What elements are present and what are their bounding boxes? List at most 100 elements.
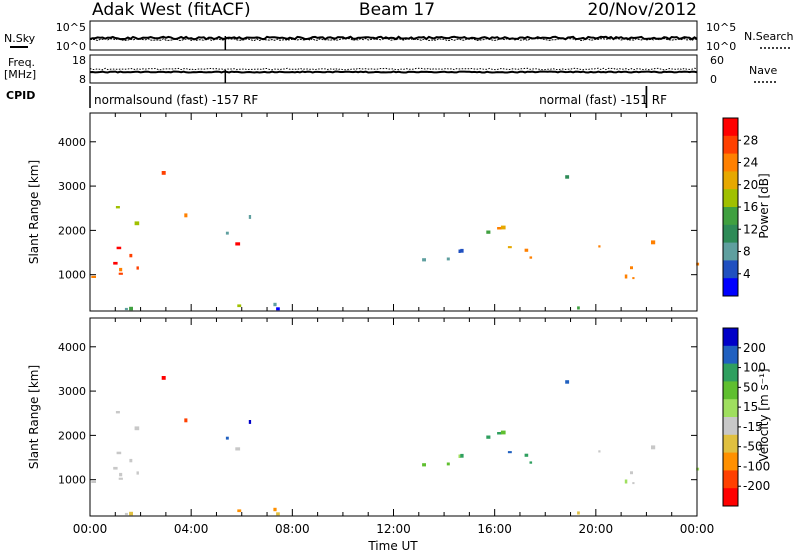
power-cell [630,266,633,270]
velocity-panel-background [90,318,697,516]
colorbar-swatch [723,153,738,172]
power-cell [235,242,241,246]
y-tick-label: 2000 [58,224,86,237]
velocity-cell [134,426,140,431]
power-cell [129,253,133,258]
power-cell [115,206,120,209]
colorbar-tick-label: 8 [743,245,751,259]
colorbar-tick-label: 4 [743,267,751,281]
cpid-segment-label: normalsound (fast) -157 RF [94,93,258,107]
power-cell [124,307,128,311]
colorbar-swatch [723,135,738,155]
colorbar-tick-label: -15 [743,420,763,434]
velocity-cell [184,418,188,423]
velocity-cell [113,466,118,470]
colorbar-swatch [723,381,738,400]
noise-right-tick-bottom: 10^0 [706,40,736,53]
velocity-colorbar: 200 100 50 15 -15 -50 -100 -200 [722,327,770,507]
velocity-cell [577,511,580,515]
power-cell [225,231,229,235]
velocity-cell [446,462,450,466]
velocity-cell [273,507,277,512]
power-panel-background [90,113,697,311]
freq-left-label-line1: Freq. [8,56,35,69]
velocity-cell [129,458,133,463]
colorbar-swatch [723,470,738,489]
velocity-cell [458,454,461,458]
noise-trace [89,35,698,50]
power-cell [624,274,628,279]
power-cell [119,267,123,272]
power-scatter [91,171,700,311]
power-cell [497,227,502,230]
power-cell [118,272,123,275]
colorbar-swatch [723,399,738,418]
velocity-cell [651,445,656,450]
colorbar-tick-label: 100 [743,361,766,375]
noise-right-tick-top: 10^5 [706,21,736,34]
power-cell [460,248,464,253]
velocity-cell [497,432,502,435]
colorbar-swatch [723,242,738,261]
noise-right-label: N.Search [744,30,794,43]
power-axes: 1000 2000 3000 4000 [58,113,698,311]
velocity-cell [598,450,601,453]
power-cell [458,249,461,253]
power-cell [565,175,570,179]
colorbar-tick-label: 20 [743,178,758,192]
power-colorbar: 28 24 20 16 12 8 4 [722,117,758,297]
cpid-segment-label: normal (fast) -151 RF [539,93,667,107]
power-cell [237,304,242,308]
power-cell [273,302,277,307]
date-title: 20/Nov/2012 [587,0,697,20]
colorbar-swatch [723,417,738,436]
x-tick-label: 00:00 [73,522,108,536]
velocity-cell [136,471,139,475]
velocity-cell [276,512,280,516]
power-cell [134,221,140,226]
velocity-cell [565,380,570,384]
power-cell [500,225,506,230]
colorbar-swatch [723,207,738,226]
velocity-colorbar-label: Velocity [m s⁻¹] [757,368,771,461]
y-tick-label: 1000 [58,269,86,282]
colorbar-swatch [723,278,738,297]
power-cell [577,306,580,310]
velocity-cell [119,472,123,477]
cpid-label: CPID [6,89,35,102]
power-colorbar-label: Power [dB] [757,173,771,238]
search-noise-line [89,37,698,42]
colorbar-swatch [723,260,738,279]
y-tick-label: 3000 [58,385,86,398]
power-cell [486,230,491,234]
power-cell [422,258,426,262]
velocity-axes: 1000 2000 3000 4000 00:00 04:00 08:00 12:00 16:0… [58,318,714,536]
power-cell [129,306,133,311]
velocity-ylabel: Slant Range [km] [27,365,41,469]
power-cell [446,257,450,261]
cpid-row: normalsound (fast) -157 RF normal (fast) … [89,86,667,108]
power-cell [161,171,166,175]
power-cell [529,256,533,259]
colorbar-tick-label: 200 [743,341,766,355]
y-tick-label: 3000 [58,180,86,193]
velocity-cell [237,509,242,513]
velocity-cell [116,451,122,455]
x-tick-label: 08:00 [275,522,310,536]
colorbar-swatch [723,345,738,365]
noise-left-label: N.Sky [4,32,36,45]
colorbar-tick-label: 15 [743,400,758,414]
power-cell [276,307,280,311]
colorbar-tick-label: -200 [743,479,770,493]
station-title: Adak West (fitACF) [92,0,251,20]
freq-left-tick-bottom: 8 [79,73,86,86]
velocity-cell [632,482,635,485]
power-cell [651,240,656,245]
freq-panel-frame [89,54,698,84]
sky-noise-line [89,35,698,41]
velocity-cell [500,430,506,435]
x-tick-label: 00:00 [680,522,715,536]
x-tick-label: 04:00 [174,522,209,536]
y-tick-label: 2000 [58,429,86,442]
